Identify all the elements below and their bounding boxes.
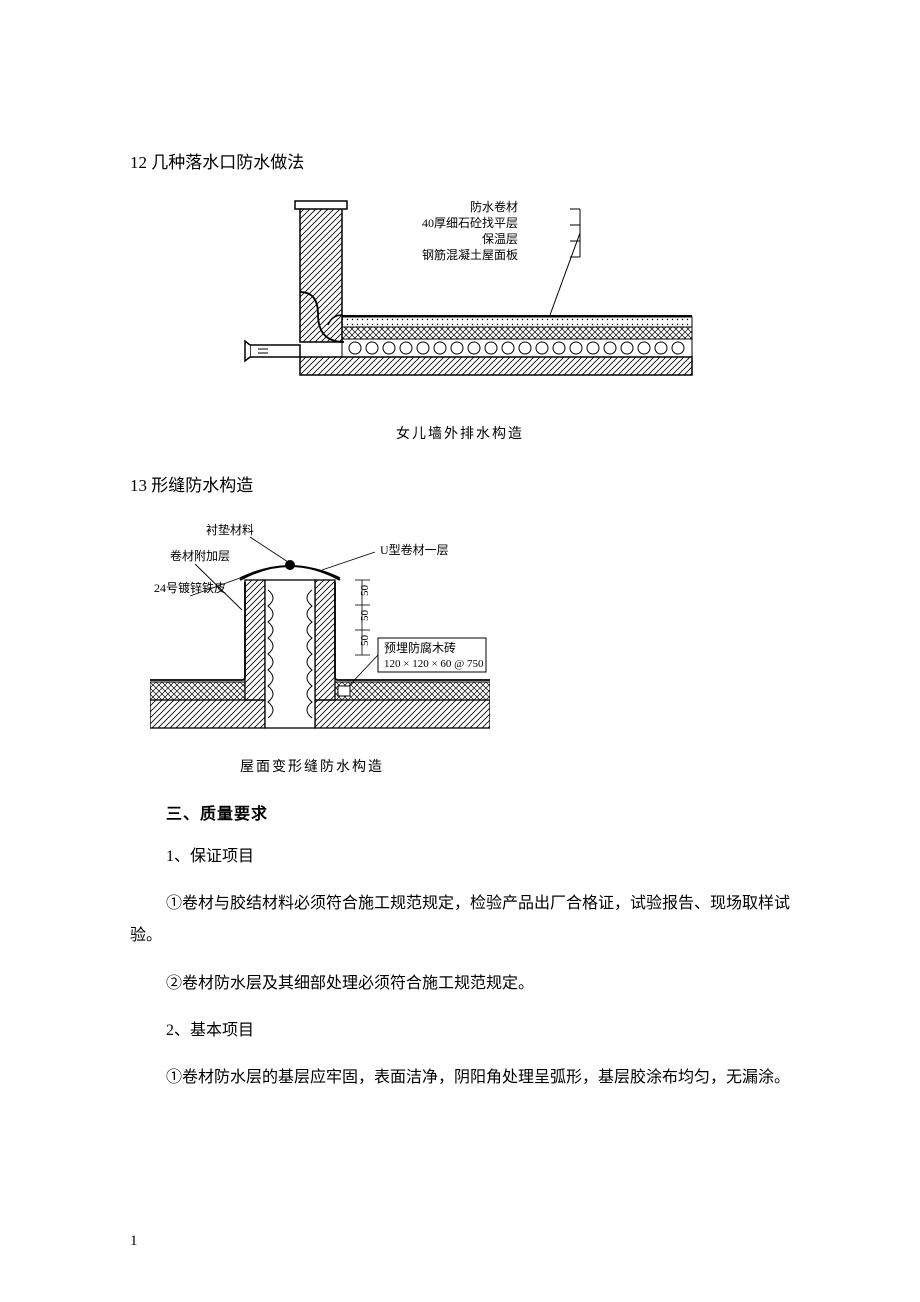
fig1-label-4: 钢筋混凝土屋面板 [422,247,518,262]
fig2-label-wood: 预埋防腐木砖 [384,640,456,655]
fig2-label-pad: 衬垫材料 [206,522,254,537]
fig1-label-3: 保温层 [482,232,518,246]
heading-13: 13 形缝防水构造 [130,471,790,496]
figure-2-svg: 衬垫材料 卷材附加层 24号镀锌铁皮 U型卷材一层 50 50 50 预埋防腐木… [150,520,490,750]
page-number: 1 [130,1233,138,1250]
fig2-dim-2: 50 [359,610,371,622]
fig2-label-zinc: 24号镀锌铁皮 [154,581,226,595]
fig2-label-umem: U型卷材一层 [380,542,449,557]
fig2-dim-3: 50 [359,635,371,647]
section-3-item-2: 2、基本项目 [166,1016,790,1040]
figure-1-container: 防水卷材 40厚细石砼找平层 保温层 钢筋混凝土屋面板 女儿墙外排水构造 [130,197,790,443]
figure-2-container: 衬垫材料 卷材附加层 24号镀锌铁皮 U型卷材一层 50 50 50 预埋防腐木… [150,520,790,776]
figure-1-caption: 女儿墙外排水构造 [220,423,700,443]
section-3-para-3: ①卷材防水层的基层应牢固，表面洁净，阴阳角处理呈弧形，基层胶涂布均匀，无漏涂。 [130,1062,790,1094]
fig2-dim-1: 50 [359,585,371,597]
section-3-para-1: ①卷材与胶结材料必须符合施工规范规定，检验产品出厂合格证，试验报告、现场取样试验… [130,888,790,952]
fig2-label-add: 卷材附加层 [170,548,230,563]
fig1-label-2: 40厚细石砼找平层 [422,216,518,230]
section-3-para-2: ②卷材防水层及其细部处理必须符合施工规范规定。 [166,968,790,1000]
fig2-label-dim: 120 × 120 × 60 @ 750 [384,658,484,670]
heading-12: 12 几种落水口防水做法 [130,148,790,173]
section-3-title: 三、质量要求 [166,800,790,824]
section-3-item-1: 1、保证项目 [166,842,790,866]
figure-1-svg: 防水卷材 40厚细石砼找平层 保温层 钢筋混凝土屋面板 [220,197,700,417]
figure-2-caption: 屋面变形缝防水构造 [240,756,790,776]
fig1-label-1: 防水卷材 [470,199,518,214]
